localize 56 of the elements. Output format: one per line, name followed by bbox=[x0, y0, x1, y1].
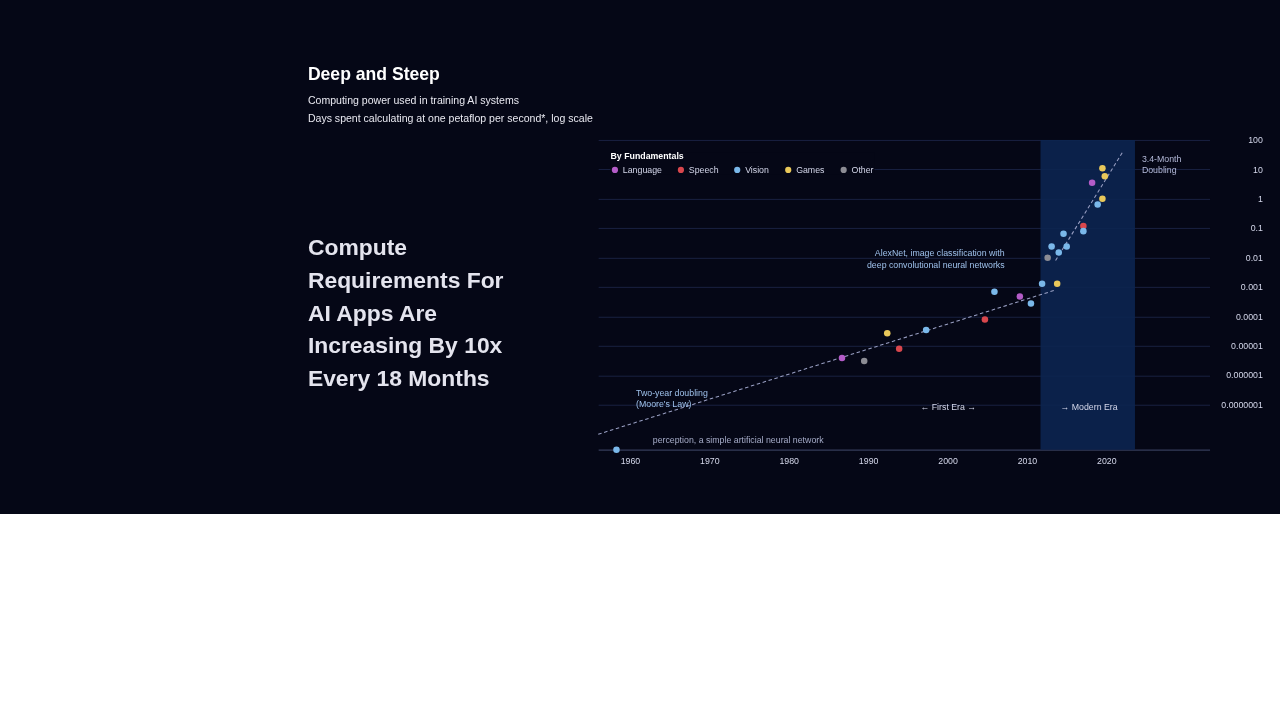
x-tick-label: 2020 bbox=[1097, 456, 1117, 467]
point bbox=[981, 316, 989, 323]
point bbox=[1088, 179, 1096, 187]
y-tick-label: 0.01 bbox=[1245, 252, 1263, 263]
point bbox=[838, 354, 846, 362]
point bbox=[1099, 195, 1106, 203]
y-tick-label: 0.000001 bbox=[1226, 370, 1263, 381]
y-tick-label: 100 bbox=[1248, 135, 1263, 146]
x-tick-label: 1990 bbox=[858, 456, 879, 467]
y-tick-label: 0.1 bbox=[1250, 223, 1263, 234]
point bbox=[1060, 230, 1067, 238]
annotation: → Modern Era bbox=[1060, 402, 1118, 413]
text: Deep and Steep bbox=[307, 64, 441, 85]
annotation: ← First Era → bbox=[920, 402, 977, 413]
point bbox=[1099, 164, 1106, 172]
point bbox=[1094, 201, 1101, 208]
y-tick-label: 0.00001 bbox=[1231, 341, 1263, 352]
point bbox=[1080, 222, 1087, 230]
legend-label: Vision bbox=[745, 164, 769, 175]
annotation: AlexNet, image classification with deep convolutional neural networks bbox=[866, 248, 1006, 270]
point bbox=[1080, 227, 1087, 235]
legend-label: Other bbox=[851, 164, 874, 175]
y-tick-label: 0.0000001 bbox=[1221, 399, 1263, 410]
y-tick-label: 0.0001 bbox=[1235, 311, 1263, 322]
y-tick-label: 0.001 bbox=[1240, 282, 1263, 293]
point bbox=[991, 288, 998, 295]
point bbox=[1055, 249, 1063, 256]
annotation: 3.4-Month Doubling bbox=[1141, 153, 1182, 176]
point bbox=[1044, 254, 1051, 261]
point bbox=[1053, 280, 1061, 288]
legend-title: By Fundamentals bbox=[610, 151, 684, 162]
x-tick-label: 2000 bbox=[938, 456, 958, 467]
legend-label: Speech bbox=[688, 164, 719, 175]
point bbox=[1038, 280, 1046, 288]
x-tick-label: 1980 bbox=[779, 456, 800, 467]
annotation: Two-year doubling (Moore's Law) bbox=[636, 388, 708, 410]
y-tick-label: 1 bbox=[1257, 193, 1263, 204]
point bbox=[1027, 300, 1035, 307]
y-tick-label: 10 bbox=[1253, 164, 1263, 175]
point bbox=[860, 357, 868, 365]
point bbox=[1063, 243, 1070, 250]
point bbox=[1048, 243, 1055, 250]
point bbox=[895, 345, 903, 353]
point bbox=[613, 446, 620, 453]
text: Compute Requirements For AI Apps Are Increasing By 10x Every 18 Months bbox=[307, 234, 504, 391]
annotation: perception, a simple artificial neural network bbox=[652, 434, 825, 445]
point bbox=[883, 330, 891, 337]
text: Computing power used in training AI systems Days spent calculating at one petaflop per second*, log scale bbox=[307, 93, 593, 124]
x-tick-label: 1960 bbox=[620, 456, 641, 467]
x-tick-label: 2010 bbox=[1017, 456, 1038, 467]
point bbox=[1101, 172, 1109, 180]
legend-label: Language bbox=[622, 164, 663, 175]
point bbox=[1016, 293, 1024, 300]
point bbox=[922, 326, 930, 334]
x-tick-label: 1970 bbox=[700, 456, 720, 467]
legend-label: Games bbox=[796, 164, 826, 175]
